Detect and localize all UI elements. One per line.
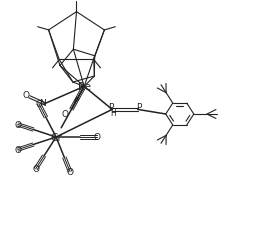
Text: O: O [61,109,68,119]
Text: O: O [35,100,42,109]
Text: H: H [110,108,116,117]
Text: P: P [136,102,141,111]
Text: Re: Re [77,82,90,92]
Text: O: O [14,145,21,154]
Text: O: O [66,167,73,176]
Text: O: O [32,165,39,174]
Text: O: O [93,133,100,142]
Text: Cr: Cr [50,132,62,142]
Text: O: O [23,91,30,100]
Text: O: O [14,120,21,129]
Text: N: N [39,98,46,107]
Text: P: P [108,102,113,111]
